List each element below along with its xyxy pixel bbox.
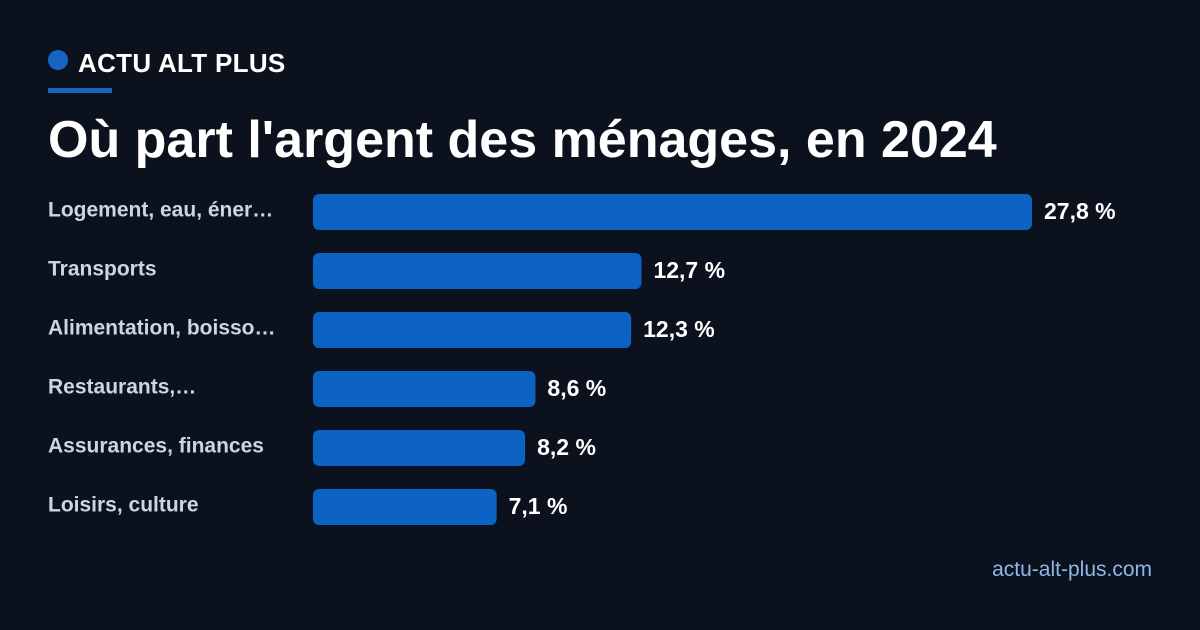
category-label: Assurances, finances bbox=[48, 435, 264, 458]
brand-underline bbox=[48, 88, 112, 93]
source-link[interactable]: actu-alt-plus.com bbox=[992, 558, 1152, 581]
value-label: 12,7 % bbox=[653, 257, 725, 283]
brand: ACTU ALT PLUS bbox=[48, 46, 286, 80]
brand-dot-icon bbox=[48, 50, 68, 70]
bar bbox=[313, 430, 526, 466]
category-label: Alimentation, boisso… bbox=[48, 317, 276, 340]
bar bbox=[313, 489, 497, 525]
bar bbox=[313, 253, 642, 289]
bar bbox=[313, 371, 536, 407]
value-label: 8,2 % bbox=[537, 434, 596, 460]
value-label: 7,1 % bbox=[509, 493, 568, 519]
category-label: Loisirs, culture bbox=[48, 494, 199, 517]
bar bbox=[313, 312, 632, 348]
value-label: 12,3 % bbox=[643, 316, 715, 342]
category-label: Logement, eau, éner… bbox=[48, 199, 273, 222]
bar bbox=[313, 194, 1032, 230]
category-label: Restaurants,… bbox=[48, 376, 196, 399]
brand-name: ACTU ALT PLUS bbox=[78, 47, 286, 78]
category-label: Transports bbox=[48, 258, 157, 281]
chart-title: Où part l'argent des ménages, en 2024 bbox=[48, 111, 997, 169]
value-label: 27,8 % bbox=[1044, 198, 1116, 224]
value-label: 8,6 % bbox=[547, 375, 606, 401]
